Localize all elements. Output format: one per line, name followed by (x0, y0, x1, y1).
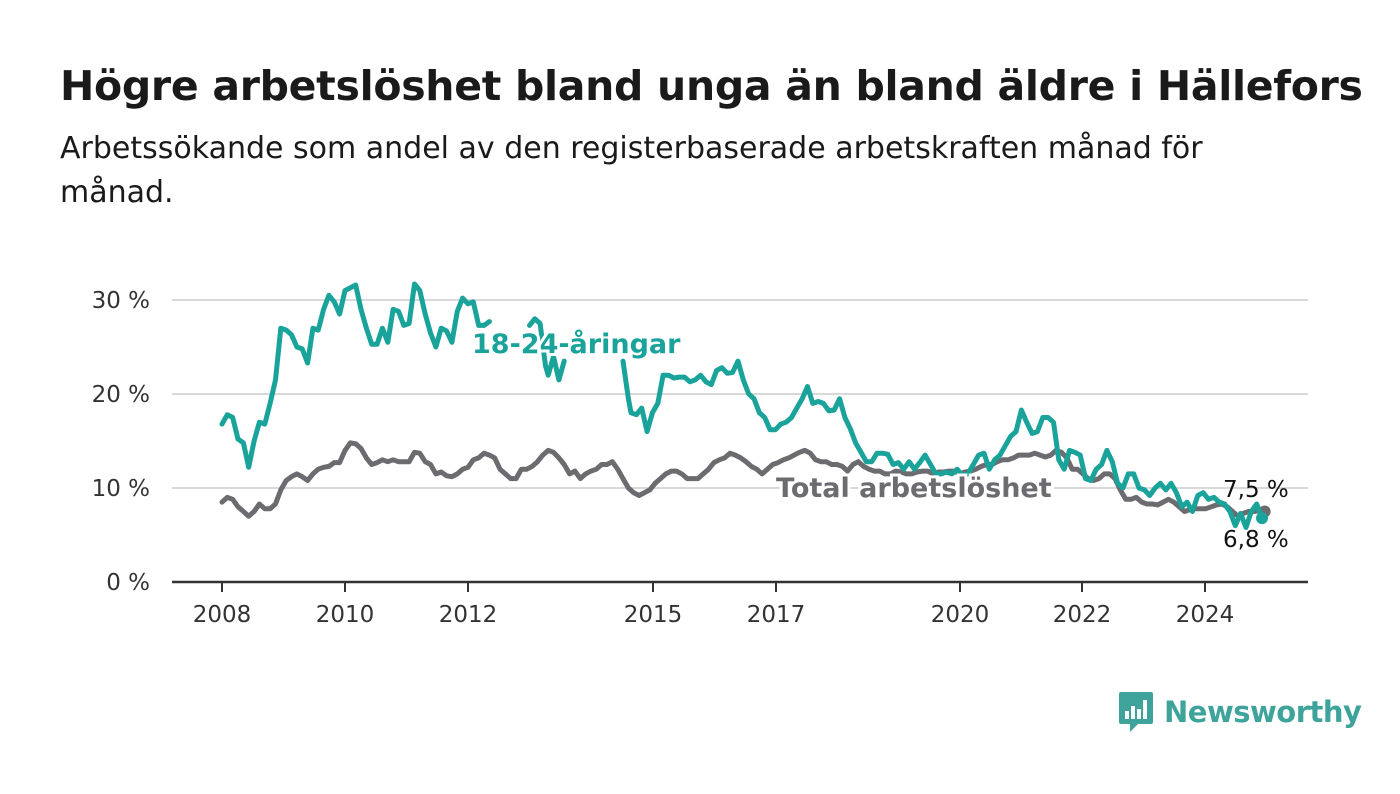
x-tick-label: 2024 (1176, 602, 1235, 628)
y-tick-label: 20 % (92, 382, 150, 408)
newsworthy-bar-chart-icon (1119, 692, 1153, 732)
y-axis-ticks: 0 % 10 % 20 % 30 % (92, 288, 150, 596)
chart-title: Högre arbetslöshet bland unga än bland ä… (60, 62, 1363, 110)
series-line-youth (219, 281, 492, 470)
end-point-youth (1256, 512, 1268, 525)
series-label-total: Total arbetslöshet (776, 473, 1052, 504)
end-label-total: 7,5 % (1223, 477, 1289, 503)
series-label-youth: 18-24-åringar (472, 328, 681, 360)
end-label-youth: 6,8 % (1223, 527, 1289, 553)
brand-name: Newsworthy (1164, 695, 1362, 729)
grid-lines (172, 299, 1308, 584)
series-line-youth (620, 358, 1265, 530)
x-axis-ticks: 2008 2010 2012 2015 2017 2020 2022 2024 (193, 582, 1235, 628)
y-tick-label: 30 % (92, 288, 150, 314)
x-tick-label: 2015 (624, 602, 683, 628)
x-tick-label: 2010 (316, 602, 375, 628)
y-tick-label: 10 % (92, 476, 150, 502)
series-line-youth (527, 316, 567, 383)
chart-subtitle: Arbetssökande som andel av den registerb… (60, 131, 1203, 210)
x-tick-label: 2012 (439, 602, 498, 628)
x-tick-label: 2020 (931, 602, 990, 628)
y-tick-label: 0 % (106, 570, 150, 596)
x-tick-label: 2022 (1053, 602, 1112, 628)
x-tick-label: 2017 (747, 602, 806, 628)
series-lines (219, 281, 1271, 530)
x-tick-label: 2008 (193, 602, 252, 628)
newsworthy-logo: Newsworthy (1118, 690, 1362, 734)
